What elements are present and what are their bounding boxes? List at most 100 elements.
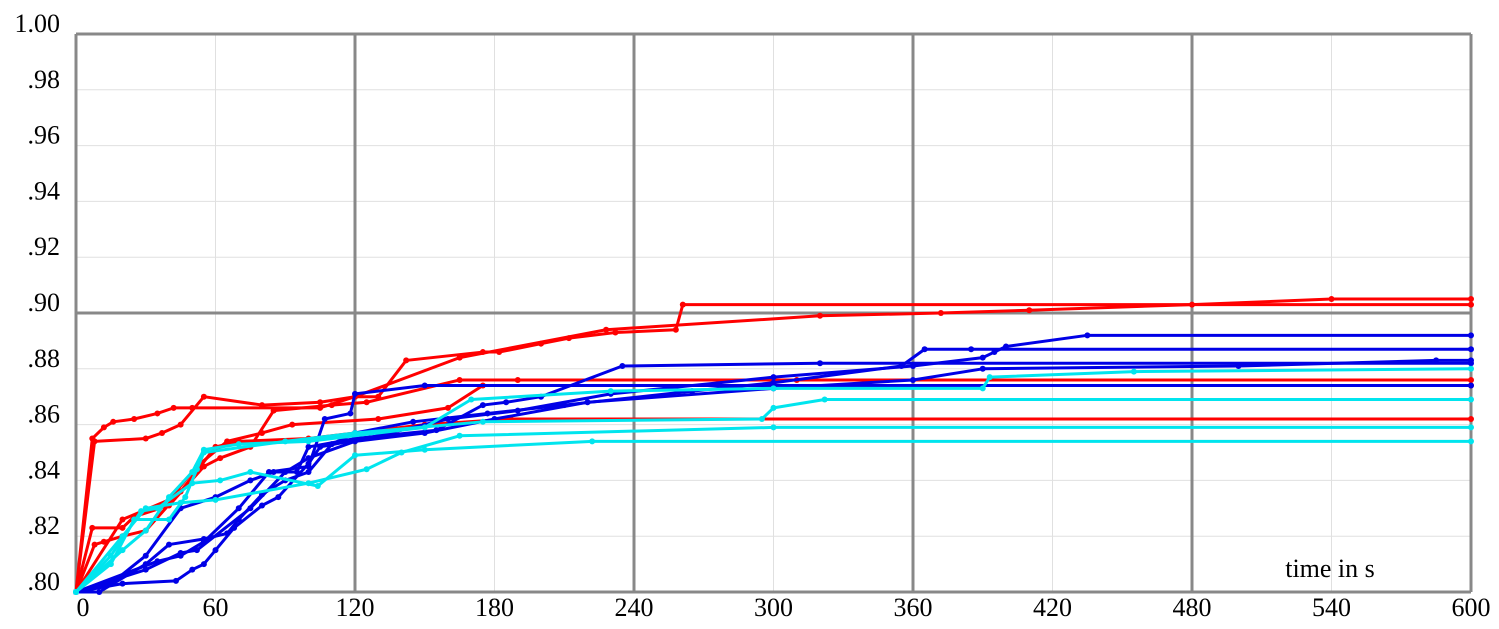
- data-point: [154, 558, 161, 565]
- y-tick-label: .82: [28, 511, 61, 540]
- data-point: [1328, 296, 1335, 303]
- data-point: [247, 469, 254, 476]
- x-tick-label: 420: [1033, 593, 1072, 622]
- data-point: [770, 374, 777, 381]
- data-point: [817, 312, 823, 319]
- data-point: [293, 469, 300, 476]
- data-point: [170, 404, 177, 411]
- data-point: [403, 357, 410, 364]
- data-point: [1130, 368, 1137, 375]
- y-tick-label: 1.00: [15, 9, 61, 38]
- data-point: [979, 354, 986, 361]
- data-point: [182, 494, 189, 501]
- data-point: [410, 418, 417, 425]
- x-tick-label: 480: [1173, 593, 1212, 622]
- data-point: [352, 429, 358, 436]
- data-point: [1468, 365, 1474, 372]
- y-tick-label: .92: [28, 232, 61, 261]
- data-point: [119, 524, 126, 531]
- data-point: [142, 552, 149, 559]
- data-point: [937, 310, 944, 316]
- x-tick-label: 180: [475, 593, 514, 622]
- data-point: [200, 449, 207, 456]
- data-point: [479, 418, 486, 425]
- data-point: [1468, 346, 1474, 353]
- y-tick-label: .84: [28, 455, 61, 484]
- x-tick-label: 60: [203, 593, 229, 622]
- data-point: [347, 410, 354, 417]
- data-point: [96, 589, 103, 595]
- series-line: [75, 333, 1471, 594]
- data-point: [921, 346, 928, 353]
- data-point: [100, 538, 107, 545]
- data-point: [259, 429, 265, 436]
- data-point: [89, 524, 96, 531]
- data-point: [282, 438, 289, 445]
- data-point: [817, 360, 823, 367]
- data-point: [107, 580, 114, 587]
- data-point: [352, 452, 358, 459]
- data-point: [224, 438, 231, 445]
- data-point: [421, 446, 428, 453]
- data-point: [1468, 424, 1474, 431]
- data-point: [110, 418, 117, 425]
- data-point: [119, 547, 126, 554]
- data-point: [1026, 307, 1033, 314]
- data-point: [235, 505, 242, 512]
- x-tick-label: 600: [1452, 593, 1491, 622]
- y-tick-label: .88: [28, 344, 61, 373]
- data-point: [979, 365, 986, 372]
- data-point: [189, 480, 196, 487]
- data-point: [479, 402, 486, 409]
- y-tick-label: .96: [28, 121, 61, 150]
- data-point: [433, 427, 440, 434]
- data-point: [270, 407, 277, 414]
- data-point: [484, 410, 491, 417]
- data-point: [131, 416, 138, 423]
- data-point: [305, 463, 312, 470]
- data-point: [259, 402, 265, 409]
- data-point: [607, 388, 614, 395]
- series-line: [74, 439, 1471, 594]
- data-point: [589, 438, 596, 445]
- data-point: [166, 541, 172, 548]
- data-point: [1468, 296, 1474, 303]
- data-point: [619, 363, 626, 370]
- data-point: [142, 566, 149, 573]
- data-point: [456, 354, 463, 361]
- series-line: [75, 384, 1471, 594]
- x-tick-label: 0: [77, 593, 90, 622]
- data-point: [328, 402, 335, 409]
- y-tick-label: .80: [28, 567, 61, 596]
- x-axis-label: time in s: [1285, 554, 1375, 583]
- x-tick-label: 540: [1312, 593, 1351, 622]
- data-point: [100, 424, 107, 431]
- data-point: [317, 399, 324, 406]
- data-point: [193, 547, 200, 554]
- data-point: [445, 404, 451, 411]
- data-point: [352, 390, 358, 397]
- data-point: [73, 589, 79, 595]
- data-point: [107, 561, 114, 568]
- data-point: [289, 421, 296, 428]
- data-point: [166, 516, 172, 523]
- data-point: [177, 552, 184, 559]
- data-point: [321, 416, 328, 423]
- data-point: [910, 376, 916, 383]
- data-point: [986, 374, 993, 381]
- data-point: [672, 326, 679, 333]
- data-point: [91, 541, 98, 548]
- y-tick-label: .90: [28, 288, 61, 317]
- data-point: [821, 396, 828, 403]
- data-point: [968, 346, 975, 353]
- y-tick-label: .98: [28, 65, 61, 94]
- data-point: [456, 376, 463, 383]
- x-tick-label: 240: [615, 593, 654, 622]
- data-point: [603, 326, 610, 333]
- data-point: [679, 301, 686, 308]
- data-point: [172, 577, 179, 584]
- data-point: [224, 530, 231, 537]
- data-point: [612, 329, 619, 336]
